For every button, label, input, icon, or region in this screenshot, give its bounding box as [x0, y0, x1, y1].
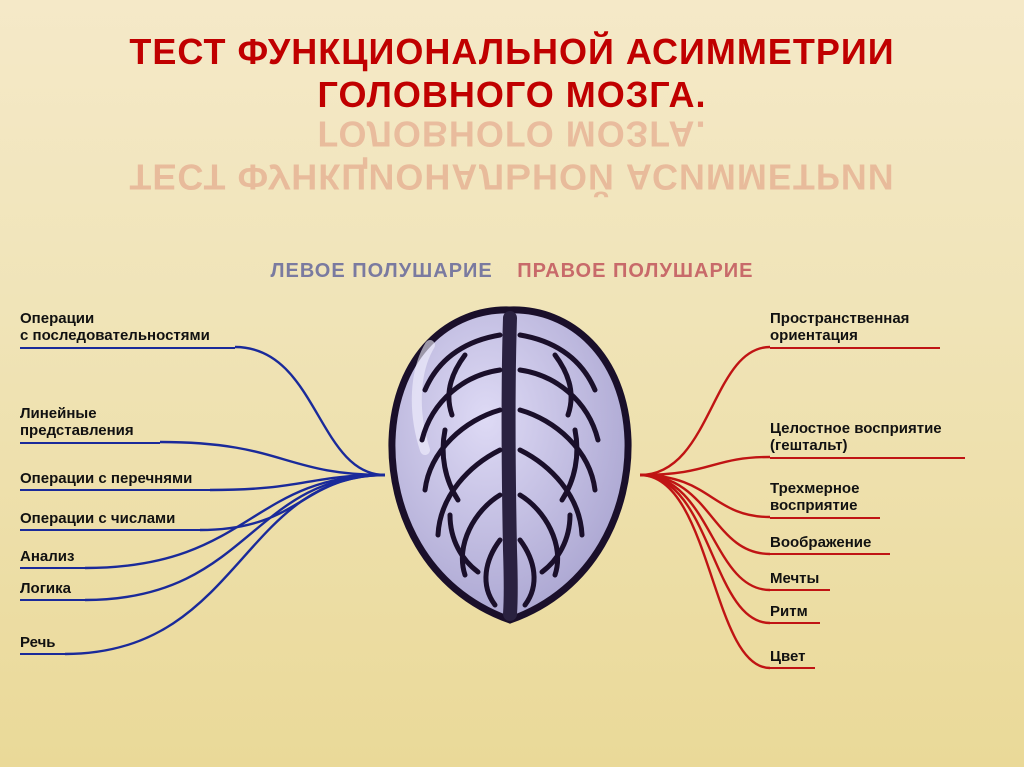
- main-title: ТЕСТ ФУНКЦИОНАЛЬНОЙ АСИММЕТРИИ ГОЛОВНОГО…: [0, 30, 1024, 116]
- connector-curve: [640, 347, 770, 475]
- label-text: Пространственная: [770, 310, 909, 327]
- label-text: Целостное восприятие: [770, 420, 942, 437]
- label-text: Мечты: [770, 570, 819, 587]
- right-hemisphere-label: ПРАВОЕ ПОЛУШАРИЕ: [517, 260, 753, 282]
- label-text: Операции с числами: [20, 510, 175, 527]
- connector-curve: [235, 347, 385, 475]
- underline: [20, 567, 85, 569]
- underline: [770, 667, 815, 669]
- brain-illustration: [370, 300, 650, 630]
- connector-curve: [640, 475, 770, 517]
- underline: [770, 347, 940, 349]
- underline: [20, 489, 210, 491]
- left-hemisphere-label: ЛЕВОЕ ПОЛУШАРИЕ: [270, 260, 492, 282]
- label-text: восприятие: [770, 497, 857, 514]
- title-block: ТЕСТ ФУНКЦИОНАЛЬНОЙ АСИММЕТРИИ ГОЛОВНОГО…: [0, 0, 1024, 199]
- left-function-label: Операциис последовательностями: [20, 310, 235, 349]
- underline: [20, 442, 160, 444]
- label-text: Логика: [20, 580, 71, 597]
- connector-curve: [65, 475, 385, 654]
- underline: [20, 653, 65, 655]
- title-line-2: ГОЛОВНОГО МОЗГА.: [318, 74, 707, 115]
- underline: [770, 517, 880, 519]
- label-text: Линейные: [20, 405, 97, 422]
- connector-curve: [640, 475, 770, 668]
- connector-curve: [210, 475, 385, 490]
- left-function-label: Операции с числами: [20, 510, 200, 531]
- label-text: Трехмерное: [770, 480, 859, 497]
- right-function-label: Цвет: [770, 648, 815, 669]
- label-text: ориентация: [770, 327, 858, 344]
- underline: [770, 457, 965, 459]
- underline: [20, 599, 85, 601]
- label-text: с последовательностями: [20, 327, 210, 344]
- label-text: Операции: [20, 310, 94, 327]
- connector-curve: [640, 475, 770, 590]
- right-function-label: Мечты: [770, 570, 830, 591]
- underline: [20, 347, 235, 349]
- underline: [770, 589, 830, 591]
- right-function-label: Пространственнаяориентация: [770, 310, 940, 349]
- connector-curve: [640, 475, 770, 623]
- underline: [770, 622, 820, 624]
- title-line-1: ТЕСТ ФУНКЦИОНАЛЬНОЙ АСИММЕТРИИ: [129, 31, 894, 72]
- left-function-label: Анализ: [20, 548, 85, 569]
- label-text: Операции с перечнями: [20, 470, 192, 487]
- right-function-label: Ритм: [770, 603, 820, 624]
- right-function-label: Целостное восприятие(гештальт): [770, 420, 965, 459]
- connector-curve: [200, 475, 385, 530]
- label-text: Анализ: [20, 548, 74, 565]
- underline: [770, 553, 890, 555]
- label-text: Речь: [20, 634, 56, 651]
- left-function-label: Логика: [20, 580, 85, 601]
- label-text: Цвет: [770, 648, 805, 665]
- label-text: Воображение: [770, 534, 871, 551]
- label-text: Ритм: [770, 603, 808, 620]
- underline: [20, 529, 200, 531]
- label-text: (гештальт): [770, 437, 848, 454]
- right-function-label: Воображение: [770, 534, 890, 555]
- label-text: представления: [20, 422, 134, 439]
- left-function-label: Линейныепредставления: [20, 405, 160, 444]
- hemisphere-labels: ЛЕВОЕ ПОЛУШАРИЕ ПРАВОЕ ПОЛУШАРИЕ: [0, 260, 1024, 283]
- title-reflection: ТЕСТ ФУНКЦИОНАЛЬНОЙ АСИММЕТРИИ ГОЛОВНОГО…: [0, 112, 1024, 198]
- left-function-label: Операции с перечнями: [20, 470, 210, 491]
- connector-curve: [640, 475, 770, 554]
- connector-curve: [85, 475, 385, 600]
- connector-curve: [640, 457, 770, 475]
- left-function-label: Речь: [20, 634, 65, 655]
- right-function-label: Трехмерноевосприятие: [770, 480, 880, 519]
